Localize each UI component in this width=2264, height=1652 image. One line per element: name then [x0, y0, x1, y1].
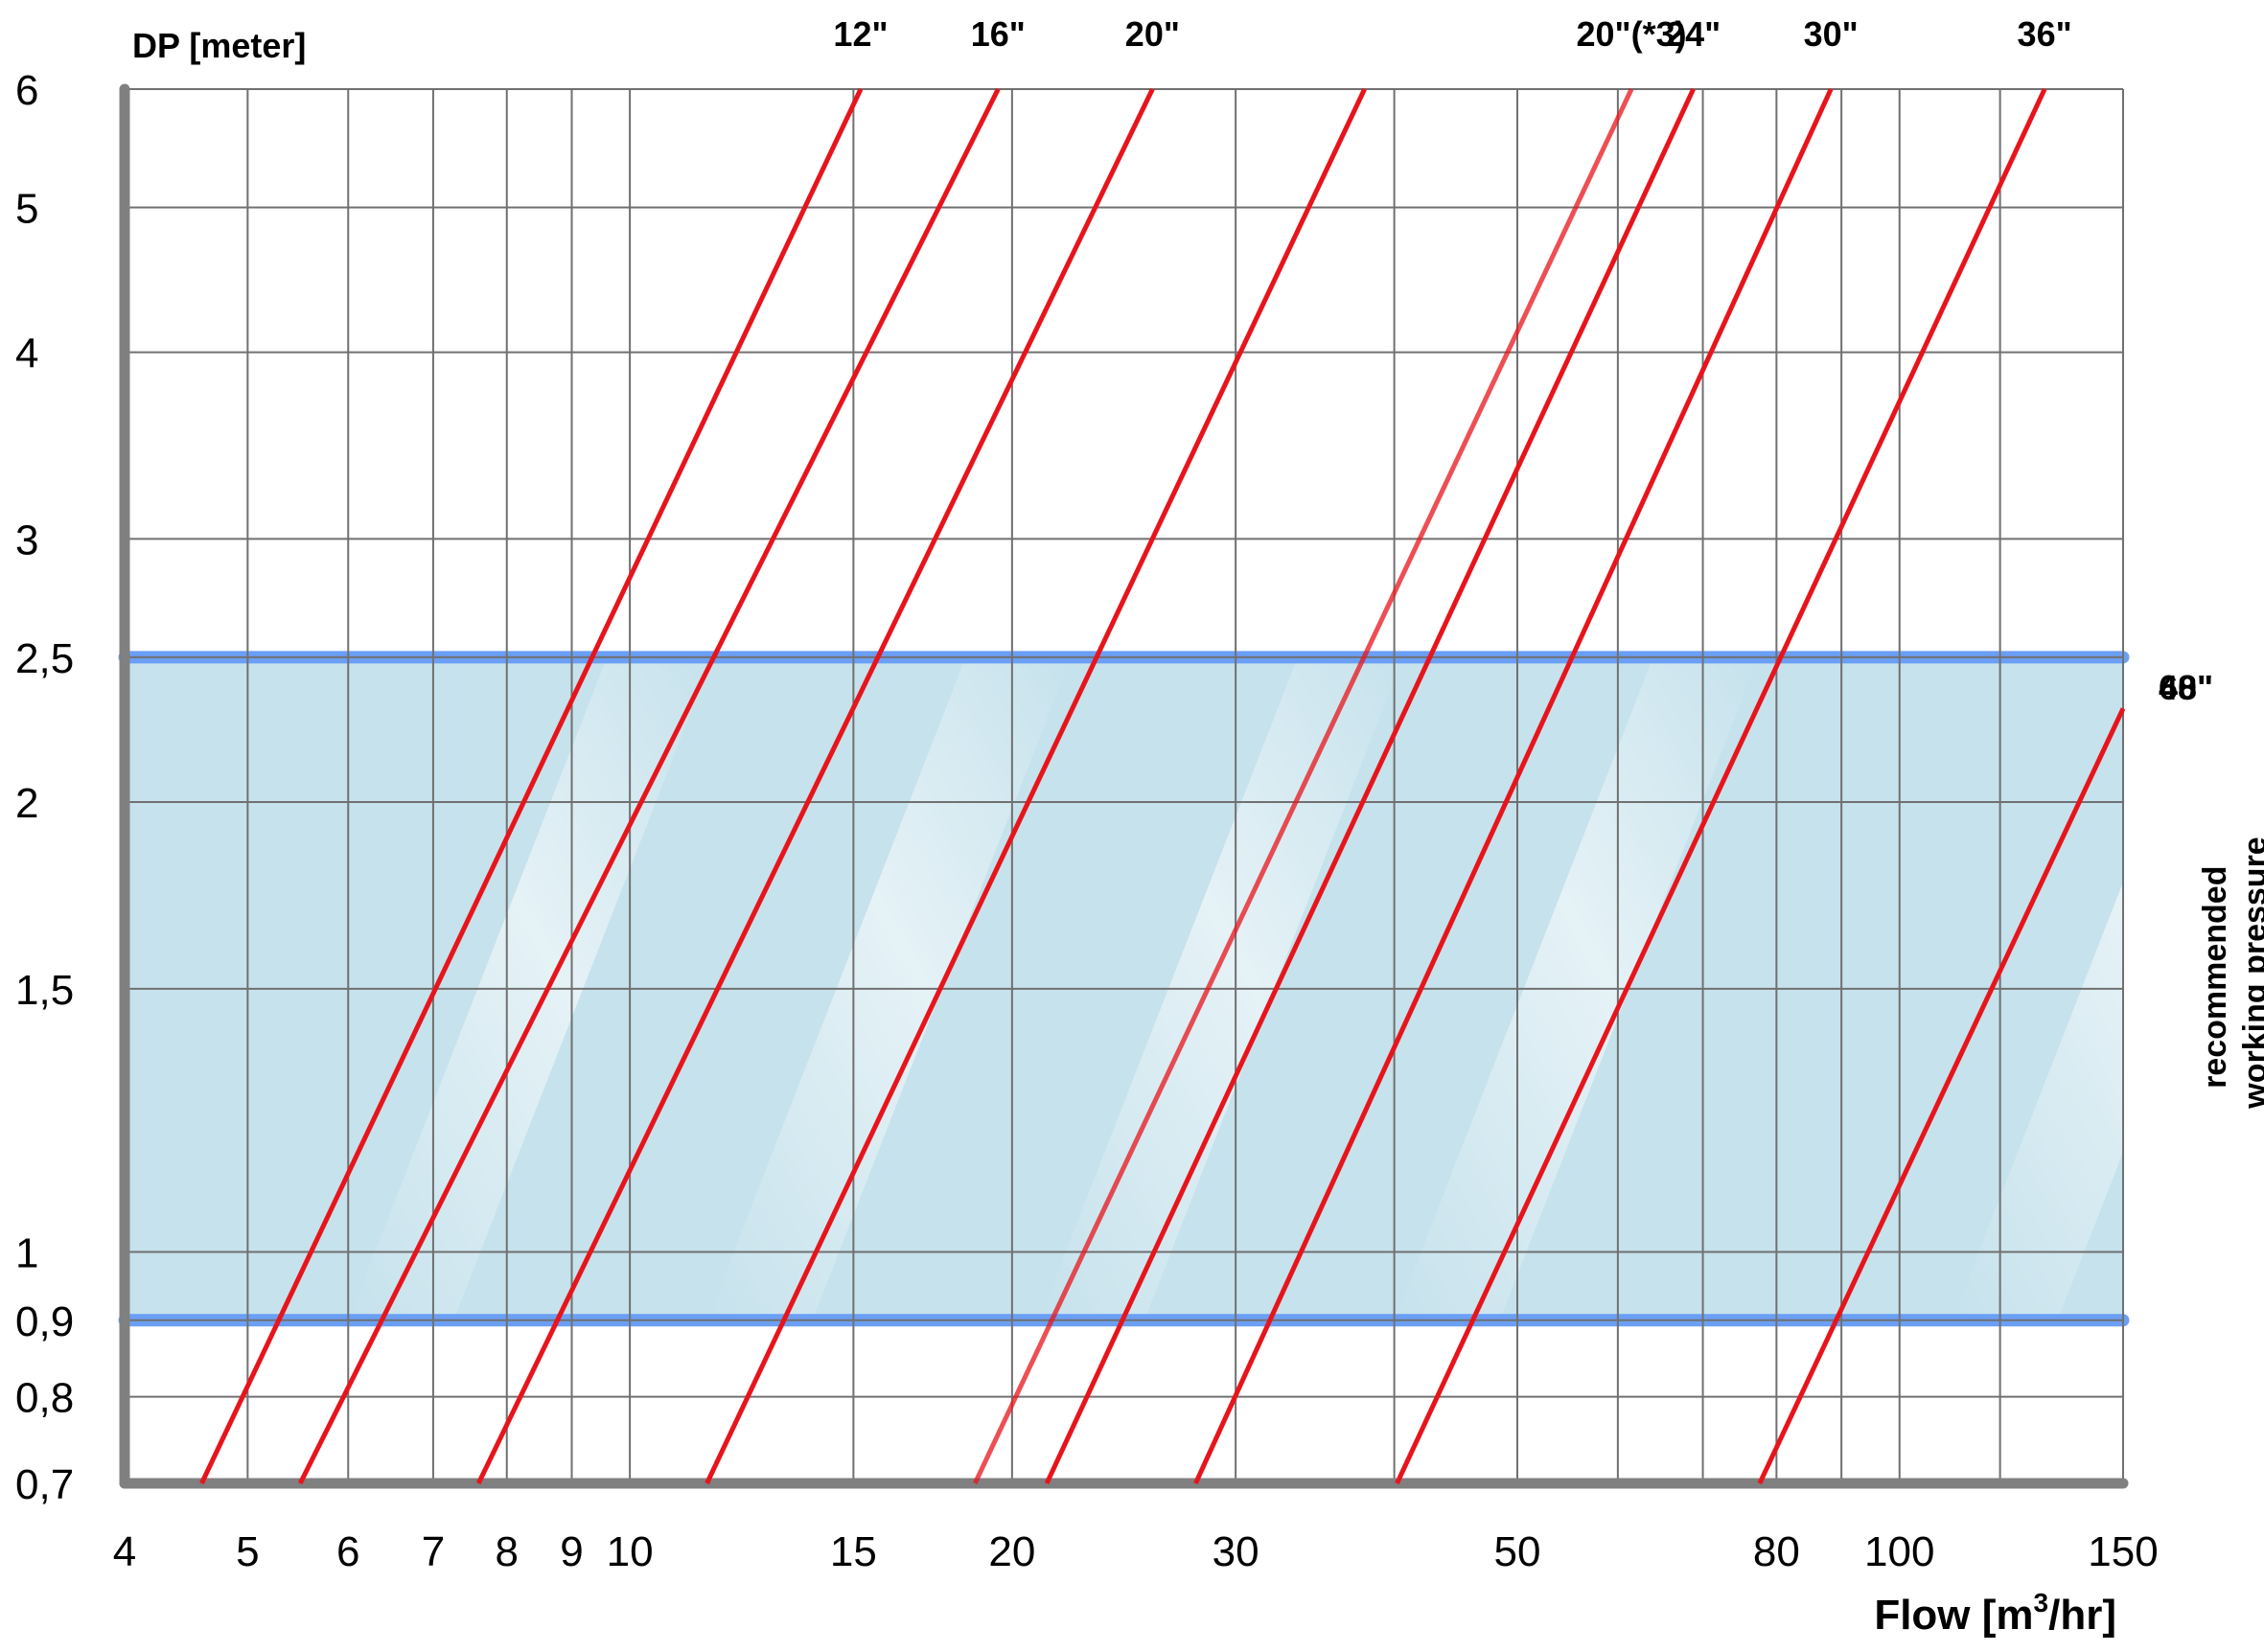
x-tick-label-8: 20: [988, 1528, 1035, 1575]
x-axis-label: Flow [m3/hr]: [1874, 1588, 2116, 1639]
x-axis-label-main: Flow [m: [1874, 1592, 2033, 1639]
series-line-5: [1044, 87, 1696, 1485]
x-tick-label-5: 9: [560, 1528, 583, 1575]
series-label-8: 48": [2159, 668, 2213, 707]
series-line-0: [199, 87, 864, 1485]
y-tick-label-5: 2: [15, 780, 38, 827]
series-label-0: 12": [833, 14, 888, 54]
axes: 4 5 6 7 8 9 10 15 20 30 50 80 100 150 0,7 0,8 0,9 1 1,5 2 2,…: [15, 67, 2159, 1575]
x-tick-label-10: 50: [1494, 1528, 1541, 1575]
series-line-1: [297, 87, 1001, 1485]
y-axis-label: DP [meter]: [132, 26, 306, 65]
series-label-4: 20"(*3): [1577, 14, 1687, 54]
y-tick-label-10: 6: [15, 67, 38, 114]
y-tick-label-2: 0,9: [15, 1298, 74, 1345]
band-label: recommended working pressure: [2197, 837, 2264, 1109]
series-line-7: [1395, 87, 2047, 1485]
x-tick-label-9: 30: [1213, 1528, 1259, 1575]
x-tick-label-1: 5: [236, 1528, 259, 1575]
series-line-3: [705, 87, 1367, 1485]
x-tick-label-12: 100: [1864, 1528, 1934, 1575]
y-tick-label-4: 1,5: [15, 967, 74, 1014]
series-line-6: [1193, 87, 1834, 1485]
series-label-1: 16": [971, 14, 1026, 54]
x-axis-label-tail: /hr]: [2048, 1592, 2116, 1639]
series-label-7: 36": [2018, 14, 2072, 54]
y-tick-label-8: 4: [15, 331, 38, 378]
series-line-8: [1757, 707, 2126, 1485]
labels: DP [meter] Flow [m3/hr] recommended work…: [132, 26, 2264, 1639]
x-tick-label-11: 80: [1753, 1528, 1800, 1575]
series-label-5: 24": [1666, 14, 1721, 54]
x-tick-label-13: 150: [2088, 1528, 2158, 1575]
y-tick-label-0: 0,7: [15, 1461, 74, 1508]
x-tick-label-0: 4: [113, 1528, 136, 1575]
series-label-9: 60": [2159, 668, 2213, 707]
y-tick-label-6: 2,5: [15, 635, 74, 682]
grid: [124, 88, 2124, 1484]
y-tick-label-3: 1: [15, 1229, 38, 1276]
x-tick-label-7: 15: [830, 1528, 877, 1575]
series-label-2: 20": [1125, 14, 1180, 54]
series-line-4: [972, 87, 1634, 1485]
x-tick-label-4: 8: [496, 1528, 519, 1575]
band-label-line2: working pressure: [2237, 837, 2264, 1109]
x-axis-label-sup: 3: [2034, 1588, 2049, 1618]
series-lines: 12" 16" 20" 20"(*3)24" 30" 36" 48"60": [199, 14, 2213, 1485]
x-tick-label-6: 10: [607, 1528, 654, 1575]
band-label-line1: recommended: [2197, 866, 2233, 1089]
y-tick-label-9: 5: [15, 185, 38, 232]
series-label-6: 30": [1804, 14, 1859, 54]
y-tick-label-7: 3: [15, 516, 38, 563]
y-tick-label-1: 0,8: [15, 1375, 74, 1422]
series-line-2: [475, 87, 1155, 1485]
x-tick-label-2: 6: [336, 1528, 359, 1575]
x-tick-label-3: 7: [422, 1528, 445, 1575]
